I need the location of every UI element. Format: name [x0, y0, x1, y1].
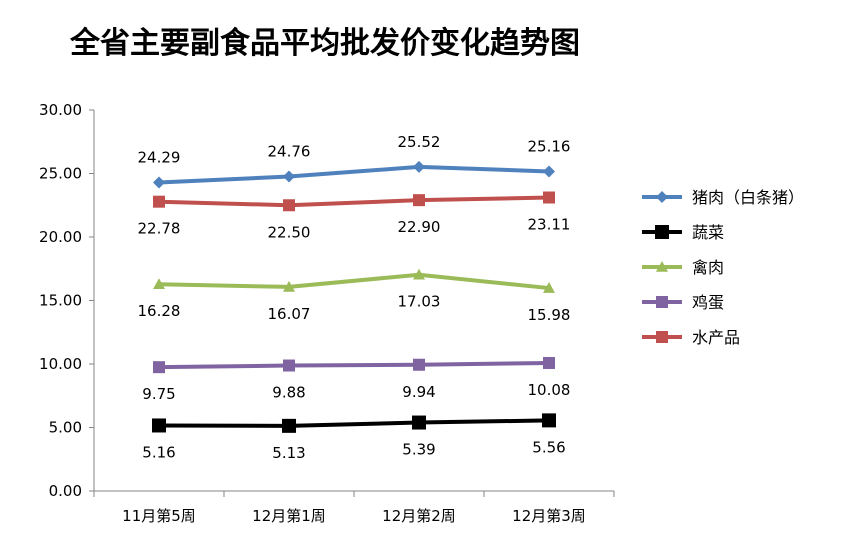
- data-point: [542, 413, 556, 428]
- series-3: 9.75 9.88 9.94 10.08: [142, 356, 571, 403]
- series-line: [158, 195, 550, 208]
- legend-marker: [656, 261, 668, 272]
- data-label: 5.13: [272, 444, 305, 462]
- chart-axes: 0.00 5.00 10.00 15.00 20.00 25.00 30.00 11月第5周 1…: [39, 101, 615, 525]
- data-point: [153, 278, 165, 290]
- y-tick-label: 20.00: [39, 228, 82, 246]
- data-point: [153, 361, 165, 374]
- data-label: 25.16: [528, 137, 571, 155]
- data-label: 24.29: [138, 149, 181, 167]
- legend-label: 蔬菜: [692, 223, 724, 242]
- y-tick-label: 0.00: [49, 482, 82, 500]
- x-tick-label: 12月第3周: [512, 507, 586, 525]
- series-line: [158, 272, 550, 291]
- data-label: 5.56: [532, 438, 565, 456]
- legend-item: 禽肉: [642, 258, 724, 277]
- data-label: 15.98: [528, 306, 571, 324]
- data-point: [412, 415, 426, 430]
- legend-item: 蔬菜: [642, 223, 724, 242]
- data-label: 9.75: [142, 385, 175, 403]
- y-tick-label: 30.00: [39, 101, 82, 119]
- data-point: [282, 418, 296, 433]
- data-point: [153, 176, 165, 189]
- series-4: 22.78 22.50 22.90 23.11: [138, 191, 571, 241]
- data-point: [413, 358, 425, 371]
- legend-label: 禽肉: [692, 258, 724, 277]
- data-point: [543, 356, 555, 369]
- series-0: 24.29 24.76 25.52 25.16: [138, 133, 571, 189]
- data-label: 22.78: [138, 220, 181, 238]
- data-label: 25.52: [398, 133, 441, 151]
- data-point: [413, 160, 425, 173]
- data-label: 23.11: [528, 216, 571, 234]
- data-point: [413, 268, 425, 280]
- data-point: [543, 282, 555, 293]
- data-point: [543, 165, 555, 178]
- data-label: 10.08: [528, 381, 571, 399]
- legend-label: 鸡蛋: [692, 293, 724, 312]
- data-point: [283, 280, 295, 292]
- y-tick-label: 5.00: [49, 419, 82, 437]
- data-label: 22.50: [268, 223, 311, 241]
- legend-marker: [655, 225, 669, 239]
- data-label: 5.39: [402, 441, 435, 459]
- data-label: 9.94: [402, 383, 435, 401]
- data-point: [283, 359, 295, 372]
- data-label: 17.03: [398, 293, 441, 311]
- data-point: [283, 199, 295, 212]
- legend-label: 水产品: [692, 328, 740, 347]
- data-label: 16.28: [138, 302, 181, 320]
- series-layer: 24.29 24.76 25.52 25.16 5.16 5.13 5.39 5.56 16.2…: [138, 133, 571, 462]
- legend-item: 水产品: [642, 328, 740, 347]
- x-tick-label: 12月第2周: [382, 507, 456, 525]
- series-line: [158, 418, 550, 428]
- legend-item: 猪肉（白条猪）: [642, 188, 804, 207]
- data-point: [543, 191, 555, 204]
- series-2: 16.28 16.07 17.03 15.98: [138, 268, 571, 324]
- legend-marker: [656, 191, 668, 203]
- data-label: 5.16: [142, 443, 175, 461]
- series-1: 5.16 5.13 5.39 5.56: [142, 413, 566, 462]
- y-tick-label: 10.00: [39, 355, 82, 373]
- data-point: [152, 418, 166, 433]
- legend-marker: [656, 331, 668, 343]
- legend-marker: [656, 296, 668, 308]
- x-tick-label: 12月第1周: [252, 507, 326, 525]
- y-tick-label: 25.00: [39, 165, 82, 183]
- x-tick-label: 11月第5周: [122, 507, 196, 525]
- data-point: [413, 194, 425, 207]
- data-label: 16.07: [268, 305, 311, 323]
- data-point: [283, 170, 295, 183]
- series-line: [158, 164, 550, 185]
- series-line: [158, 360, 550, 370]
- data-label: 22.90: [398, 218, 441, 236]
- data-label: 24.76: [268, 143, 311, 161]
- legend-label: 猪肉（白条猪）: [692, 188, 804, 207]
- chart-title: 全省主要副食品平均批发价变化趋势图: [70, 26, 580, 61]
- legend-item: 鸡蛋: [642, 293, 724, 312]
- y-tick-label: 15.00: [39, 292, 82, 310]
- data-point: [153, 195, 165, 208]
- data-label: 9.88: [272, 384, 305, 402]
